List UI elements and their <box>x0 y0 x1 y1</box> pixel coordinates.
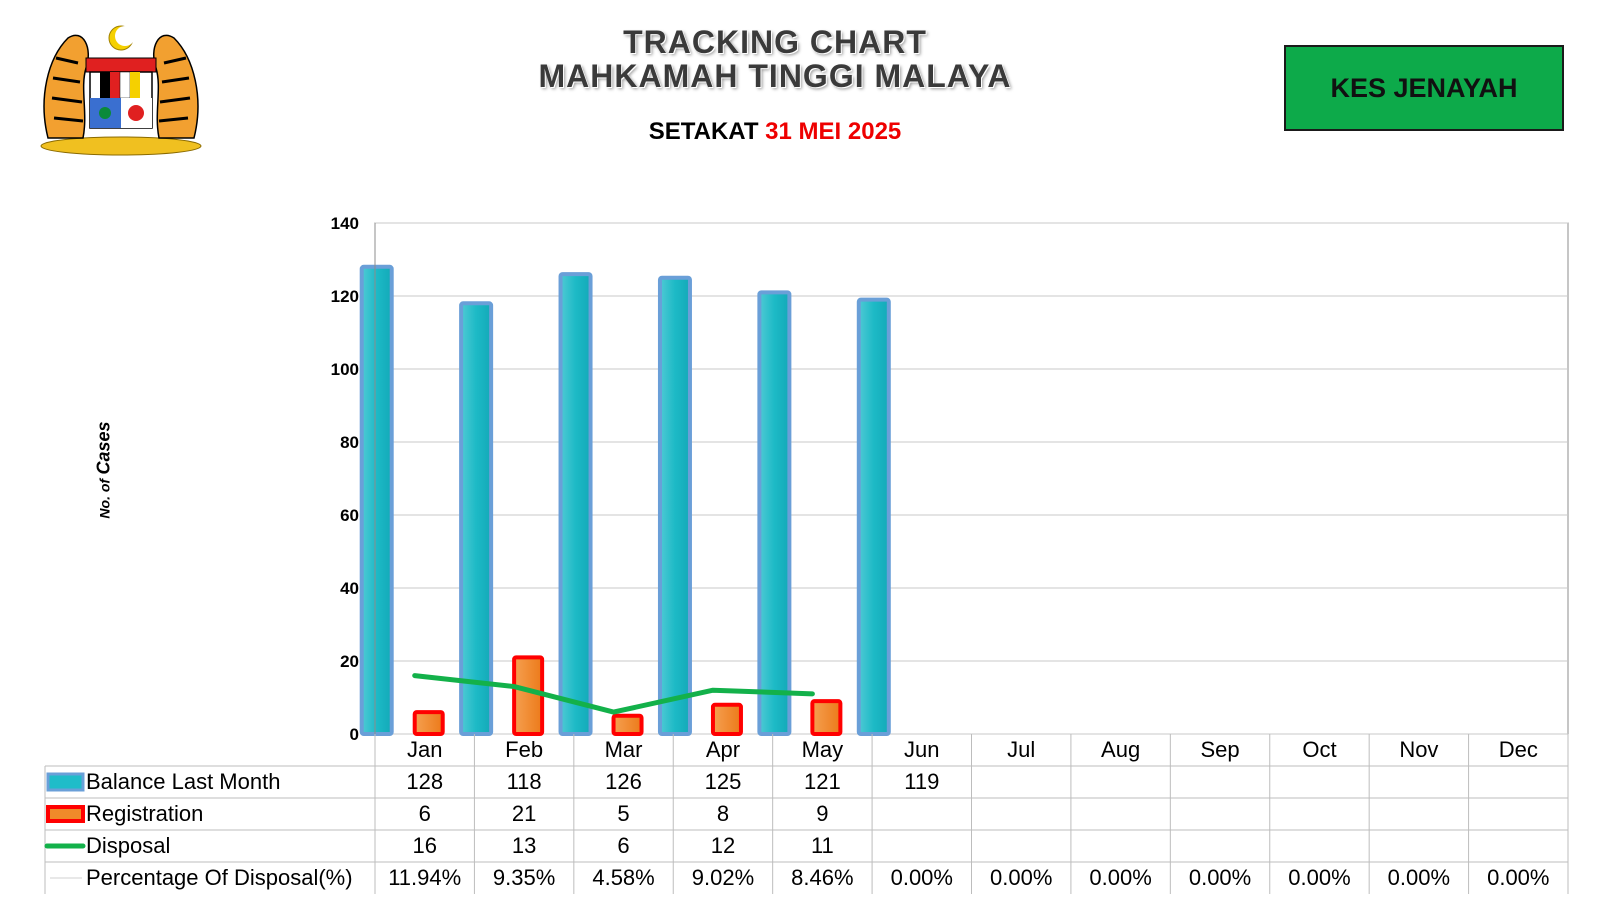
table-cell: 5 <box>617 801 629 826</box>
y-tick-label: 120 <box>331 287 359 306</box>
coat-of-arms-logo <box>40 25 202 156</box>
y-tick-label: 80 <box>340 433 359 452</box>
table-cell: 9.02% <box>692 865 754 890</box>
x-tick-label: Feb <box>505 737 543 762</box>
chart-title-line2: MAHKAMAH TINGGI MALAYA <box>538 58 1012 94</box>
bar-registration <box>611 713 644 736</box>
x-tick-label: Jul <box>1007 737 1035 762</box>
bar-balance-last-month <box>459 301 494 736</box>
table-cell: 8 <box>717 801 729 826</box>
bar-registration <box>710 702 743 736</box>
table-row-label: Percentage Of Disposal(%) <box>86 865 353 890</box>
table-cell: 119 <box>904 769 939 794</box>
table-cell: 125 <box>705 769 742 794</box>
x-tick-label: Sep <box>1200 737 1239 762</box>
table-cell: 0.00% <box>1288 865 1350 890</box>
x-tick-label: Dec <box>1499 737 1538 762</box>
line-disposal <box>412 673 815 715</box>
table-cell: 126 <box>605 769 642 794</box>
table-cell: 118 <box>507 769 542 794</box>
table-cell: 0.00% <box>1388 865 1450 890</box>
table-cell: 9.35% <box>493 865 555 890</box>
table-cell: 0.00% <box>1189 865 1251 890</box>
chart-title-line1: TRACKING CHART <box>623 24 927 60</box>
x-tick-label: Oct <box>1302 737 1336 762</box>
bar-balance-last-month <box>558 272 593 736</box>
legend-key-balance <box>46 772 85 792</box>
table-cell: 4.58% <box>592 865 654 890</box>
plot-area <box>374 222 1569 735</box>
table-cell: 11.94% <box>388 865 461 890</box>
table-cell: 21 <box>512 801 536 826</box>
y-tick-label: 20 <box>340 652 359 671</box>
bar-balance-last-month <box>757 290 792 736</box>
bar-registration <box>412 710 445 736</box>
bar-registration <box>810 699 843 737</box>
table-row-label: Disposal <box>86 833 170 858</box>
table-row-label: Registration <box>86 801 203 826</box>
table-cell: 9 <box>816 801 828 826</box>
x-tick-label: Nov <box>1399 737 1438 762</box>
x-tick-label: Mar <box>605 737 643 762</box>
subtitle-prefix: SETAKAT <box>648 118 759 145</box>
y-tick-label: 60 <box>340 506 359 525</box>
x-tick-label: Aug <box>1101 737 1140 762</box>
table-cell: 16 <box>412 833 436 858</box>
bar-balance-last-month <box>657 275 692 736</box>
y-tick-label: 40 <box>340 579 359 598</box>
table-cell: 0.00% <box>990 865 1052 890</box>
table-cell: 121 <box>804 769 841 794</box>
table-cell: 6 <box>617 833 629 858</box>
y-tick-label: 140 <box>331 214 359 233</box>
table-cell: 0.00% <box>1089 865 1151 890</box>
x-tick-label: Apr <box>706 737 740 762</box>
subtitle-date: 31 MEI 2025 <box>765 118 902 145</box>
y-tick-label: 0 <box>350 725 359 744</box>
table-cell: 0.00% <box>891 865 953 890</box>
table-cell: 11 <box>811 833 834 858</box>
table-cell: 0.00% <box>1487 865 1549 890</box>
bar-balance-last-month <box>856 297 891 736</box>
table-cell: 8.46% <box>791 865 853 890</box>
as-of-date-subtitle: SETAKAT 31 MEI 2025 <box>0 118 1550 146</box>
table-cell: 6 <box>419 801 431 826</box>
table-row-label: Balance Last Month <box>86 769 280 794</box>
x-tick-label: Jun <box>904 737 939 762</box>
y-tick-label: 100 <box>331 360 359 379</box>
case-type-badge: KES JENAYAH <box>1284 45 1564 131</box>
bar-registration <box>512 655 545 736</box>
table-cell: 13 <box>512 833 536 858</box>
table-cell: 12 <box>711 833 735 858</box>
x-tick-label: May <box>802 737 844 762</box>
table-cell: 128 <box>406 769 443 794</box>
legend-key-registration <box>46 805 85 823</box>
bar-balance-last-month <box>359 264 394 736</box>
x-tick-label: Jan <box>407 737 442 762</box>
